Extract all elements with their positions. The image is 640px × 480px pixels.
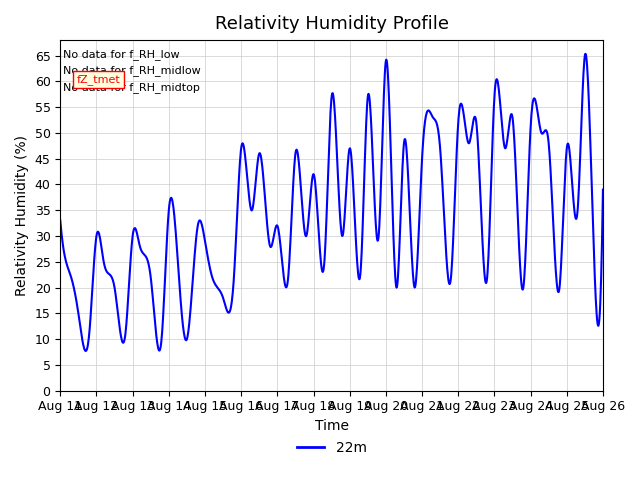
Y-axis label: Relativity Humidity (%): Relativity Humidity (%) [15, 135, 29, 296]
Text: No data for f_RH_midtop: No data for f_RH_midtop [63, 82, 200, 93]
Text: No data for f_RH_midlow: No data for f_RH_midlow [63, 65, 201, 76]
X-axis label: Time: Time [315, 419, 349, 433]
Text: No data for f_RH_low: No data for f_RH_low [63, 49, 180, 60]
Legend: 22m: 22m [291, 436, 372, 461]
Text: fZ_tmet: fZ_tmet [77, 74, 120, 85]
Title: Relativity Humidity Profile: Relativity Humidity Profile [214, 15, 449, 33]
